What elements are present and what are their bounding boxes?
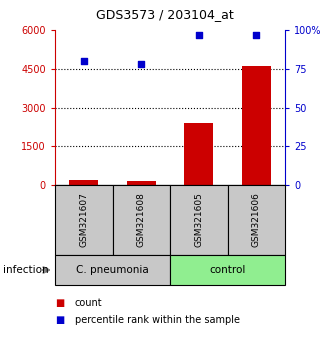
Text: GSM321607: GSM321607 [79,193,88,247]
Bar [170,255,285,285]
Bar [127,181,156,185]
Bar [227,185,285,255]
Text: control: control [209,265,246,275]
Bar [55,185,113,255]
Text: infection: infection [3,265,49,275]
Text: C. pneumonia: C. pneumonia [76,265,149,275]
Text: ■: ■ [55,298,64,308]
Bar [170,185,227,255]
Text: GSM321606: GSM321606 [252,193,261,247]
Point [139,61,144,67]
Point [196,32,201,38]
Bar [113,185,170,255]
Bar [242,66,271,185]
Text: GSM321605: GSM321605 [194,193,203,247]
Text: GDS3573 / 203104_at: GDS3573 / 203104_at [96,8,234,21]
Bar [184,123,213,185]
Text: count: count [75,298,102,308]
Bar [55,255,170,285]
Text: GSM321608: GSM321608 [137,193,146,247]
Text: percentile rank within the sample: percentile rank within the sample [75,315,240,325]
Point [81,58,86,64]
Bar [69,180,98,185]
Point [254,32,259,38]
Text: ■: ■ [55,315,64,325]
